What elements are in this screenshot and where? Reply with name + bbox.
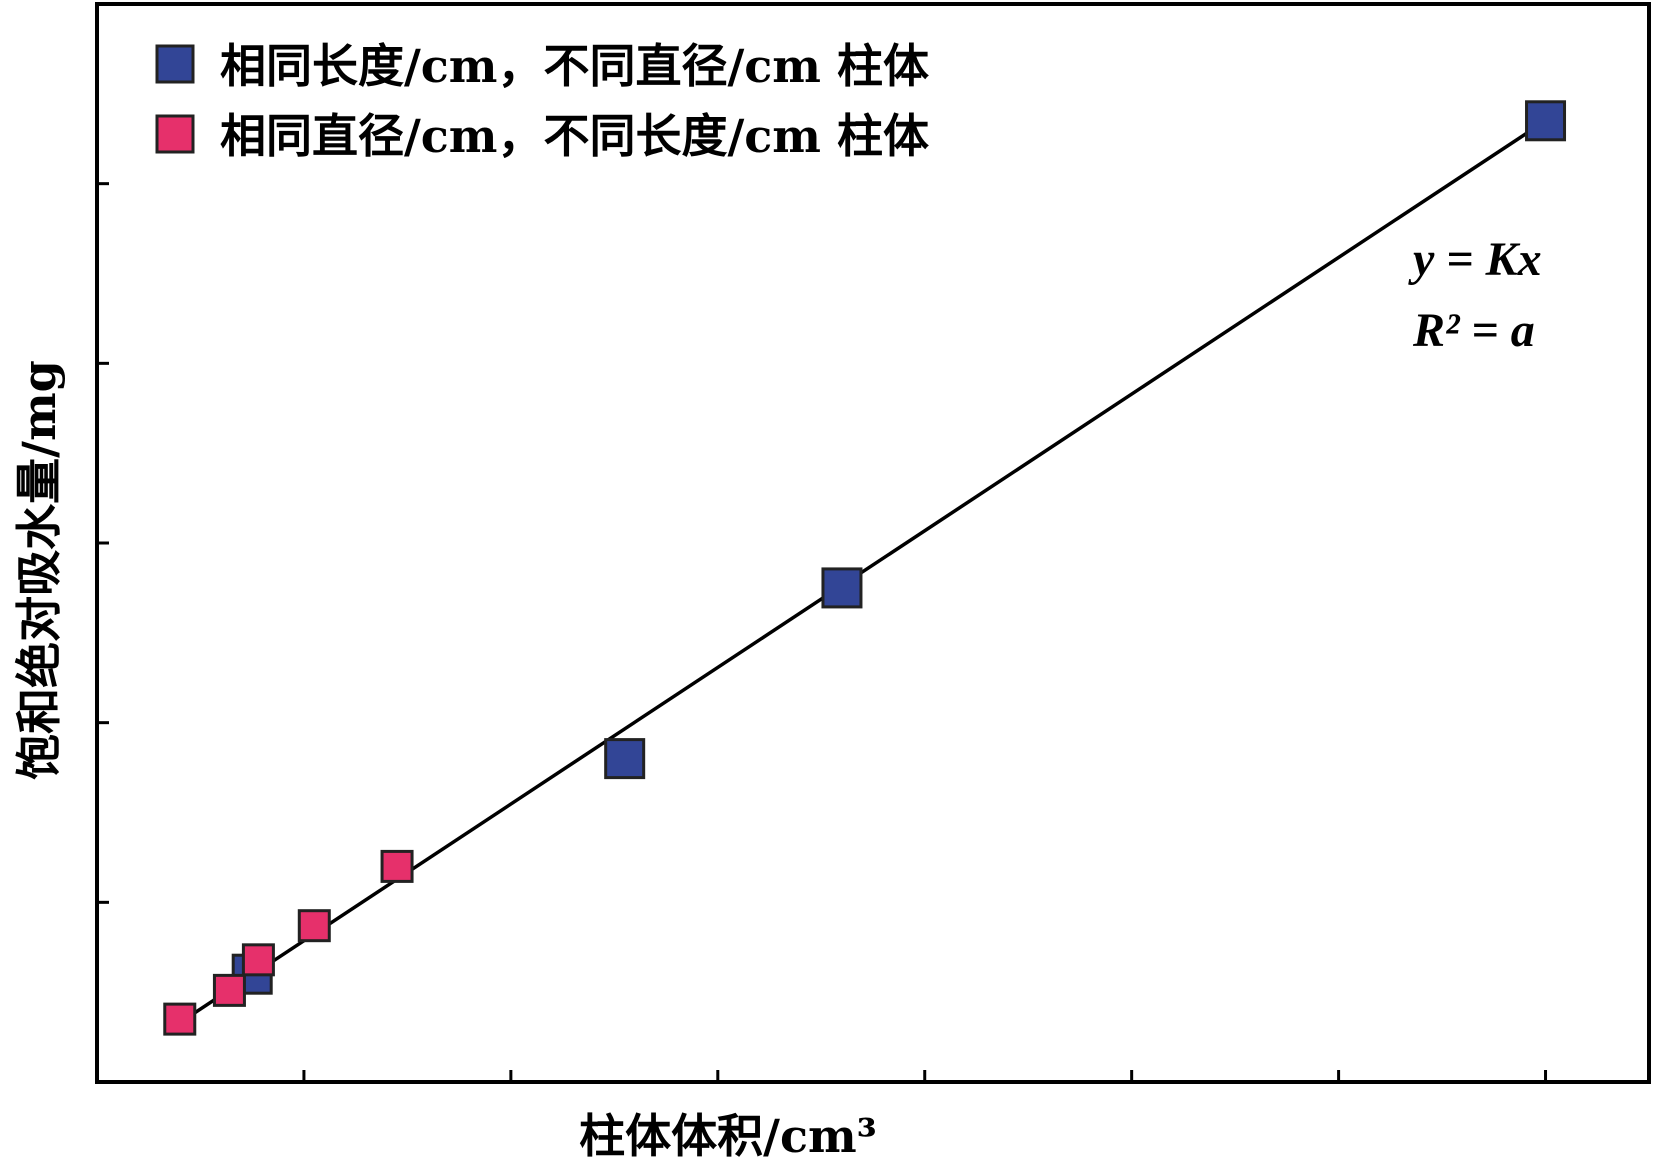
equation-annotation: y = Kx bbox=[1408, 233, 1542, 286]
legend-swatch-series-0 bbox=[155, 44, 195, 84]
y-axis-ticks bbox=[97, 182, 109, 904]
legend: 相同长度/cm，不同直径/cm 柱体 相同直径/cm，不同长度/cm 柱体 bbox=[155, 39, 929, 163]
fit-line bbox=[178, 119, 1547, 1025]
r-squared-annotation: R² = a bbox=[1412, 304, 1535, 357]
legend-label-series-1: 相同直径/cm，不同长度/cm 柱体 bbox=[220, 109, 929, 163]
x-axis-title: 柱体体积/cm³ bbox=[579, 1109, 877, 1163]
x-axis-ticks bbox=[302, 1070, 1548, 1082]
data-points bbox=[163, 100, 1567, 1036]
point-series-1-4 bbox=[380, 849, 414, 883]
legend-label-series-0: 相同长度/cm，不同直径/cm 柱体 bbox=[220, 39, 929, 93]
point-series-1-2 bbox=[241, 943, 275, 977]
legend-swatch-series-1 bbox=[155, 114, 195, 154]
point-series-0-3 bbox=[1525, 100, 1567, 142]
point-series-0-2 bbox=[821, 567, 863, 609]
point-series-0-1 bbox=[604, 738, 646, 780]
point-series-1-1 bbox=[212, 973, 246, 1007]
point-series-1-3 bbox=[297, 909, 331, 943]
point-series-1-0 bbox=[163, 1002, 197, 1036]
y-axis-title: 饱和绝对吸水量/mg bbox=[12, 360, 66, 780]
